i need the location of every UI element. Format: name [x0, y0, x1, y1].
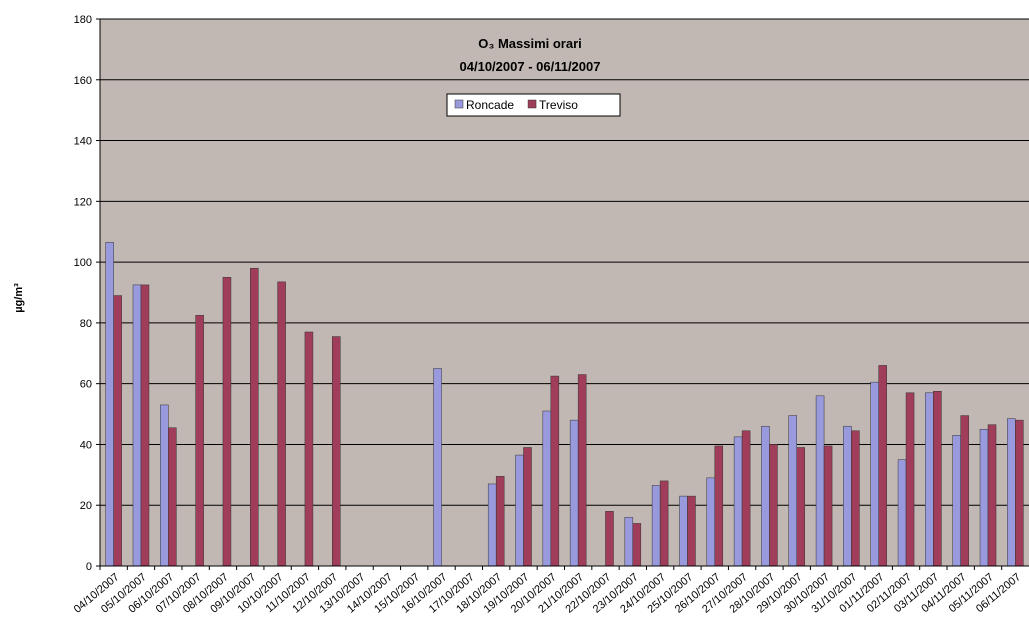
bar — [706, 477, 716, 567]
bar — [933, 391, 942, 567]
bar — [250, 267, 259, 567]
bar — [925, 392, 934, 567]
y-tick-label: 120 — [74, 196, 92, 208]
y-tick-label: 140 — [74, 136, 92, 148]
bar — [651, 485, 661, 567]
y-tick-label: 0 — [86, 561, 92, 573]
legend-label: Treviso — [539, 98, 578, 112]
y-tick-label: 20 — [80, 500, 92, 512]
bar — [277, 281, 286, 567]
bar — [515, 454, 524, 567]
bar — [815, 395, 825, 567]
bar — [542, 410, 552, 567]
bar — [1015, 419, 1024, 567]
bar — [433, 368, 442, 567]
legend-swatch — [454, 99, 464, 109]
bar — [769, 444, 778, 567]
bar — [550, 375, 560, 567]
bar — [569, 419, 579, 567]
bar — [105, 242, 114, 567]
bar — [487, 483, 497, 567]
bar — [687, 495, 696, 567]
bar — [987, 424, 997, 567]
y-tick-label: 180 — [74, 14, 92, 26]
bar — [195, 315, 204, 567]
bar — [624, 517, 634, 567]
legend: Roncade Treviso — [446, 93, 621, 117]
bar — [577, 374, 587, 567]
bar — [979, 429, 989, 567]
bar — [113, 295, 122, 567]
bar — [870, 381, 879, 567]
legend-label: Roncade — [466, 98, 514, 112]
y-tick-label: 60 — [80, 379, 92, 391]
bar — [878, 365, 887, 567]
chart-subtitle: 04/10/2007 - 06/11/2007 — [460, 59, 601, 74]
y-tick-label: 40 — [80, 439, 92, 451]
bar — [905, 392, 915, 567]
bar — [796, 447, 805, 567]
bar — [761, 425, 770, 567]
bar — [714, 445, 724, 567]
bar — [733, 436, 743, 567]
bar — [332, 336, 341, 567]
chart-title: O₃ Massimi orari — [478, 36, 582, 51]
bar — [1007, 418, 1016, 567]
bar — [132, 284, 142, 567]
bar — [495, 476, 505, 567]
y-tick-label: 160 — [74, 75, 92, 87]
bar — [788, 415, 797, 567]
bar — [605, 511, 614, 567]
bar — [659, 480, 669, 567]
y-tick-label: 80 — [80, 318, 92, 330]
bar — [851, 430, 860, 567]
legend-swatch — [527, 99, 537, 109]
y-tick-label: 100 — [74, 257, 92, 269]
bar — [897, 459, 907, 567]
bar — [168, 427, 177, 567]
bar — [304, 331, 314, 567]
y-axis-label: µg/m³ — [13, 283, 25, 313]
bar — [222, 277, 232, 567]
bar — [823, 445, 833, 567]
bar — [632, 523, 642, 567]
bar — [741, 430, 751, 567]
bar — [679, 495, 688, 567]
bar — [843, 425, 852, 567]
bar — [160, 404, 169, 567]
bar — [140, 284, 150, 567]
bar — [960, 415, 969, 567]
bar — [523, 447, 532, 567]
bar — [952, 435, 961, 567]
